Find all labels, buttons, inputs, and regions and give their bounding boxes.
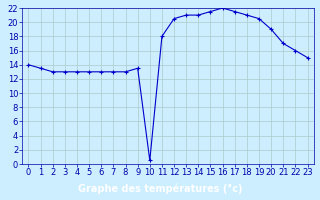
- Text: Graphe des températures (°c): Graphe des températures (°c): [78, 183, 242, 194]
